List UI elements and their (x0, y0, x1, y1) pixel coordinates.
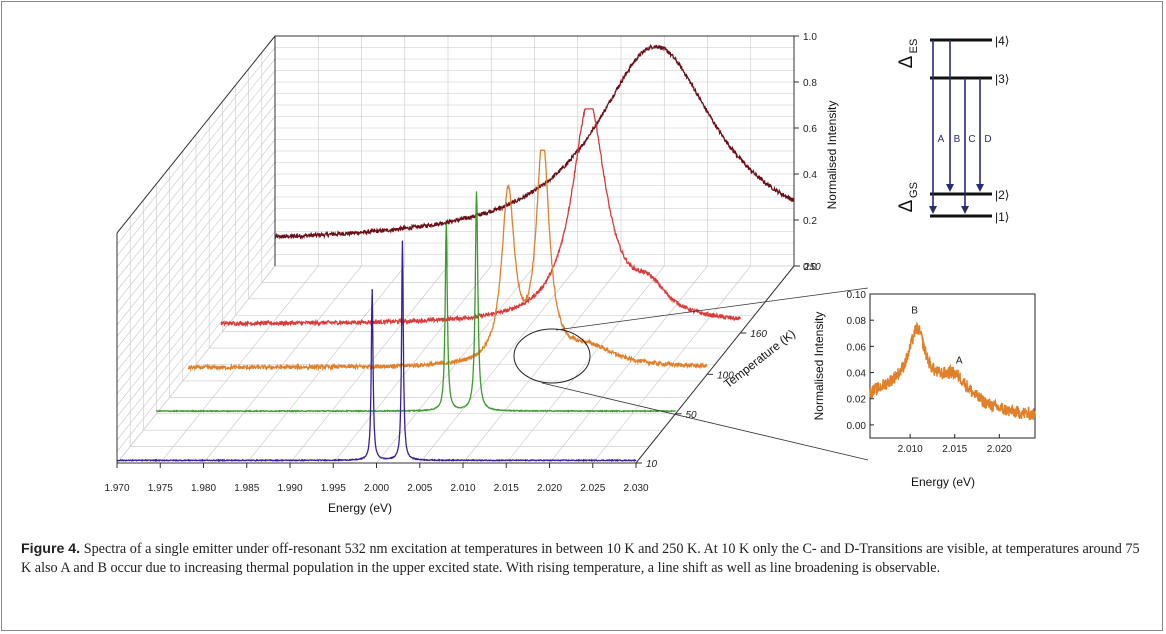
transition-arrowhead-a (929, 206, 937, 214)
x-tick-label: 2.030 (623, 483, 648, 494)
figure-label: Figure 4. (21, 541, 81, 557)
level-3-label: |3⟩ (995, 72, 1009, 86)
inset-y-tick-label: 0.02 (847, 395, 867, 406)
svg-text:ES: ES (908, 39, 920, 54)
z-axis-label: Normalised Intensity (825, 101, 839, 210)
inset-annotation-a: A (956, 355, 963, 366)
x-tick-label: 2.005 (407, 483, 432, 494)
waterfall-grid (116, 35, 795, 464)
inset-chart: 0.00 0.02 0.04 0.06 0.08 0.10 2.010 2.015 2.020 B… (847, 290, 1036, 455)
waterfall-spectra (116, 43, 795, 463)
transition-label-c: C (968, 134, 975, 145)
level-1-label: |1⟩ (995, 210, 1009, 224)
waterfall-axes: 1.970 1.975 1.980 1.985 1.990 1.995 2.000 2.005… (104, 32, 821, 494)
spectrum-series-100k (187, 149, 708, 372)
z-tick-label: 0.2 (803, 216, 817, 227)
inset-x-tick-label: 2.020 (987, 444, 1012, 455)
transition-label-d: D (984, 134, 991, 145)
z-tick-label: 0.0 (803, 262, 817, 273)
temperature-tick-label: 160 (750, 329, 767, 340)
transition-arrowhead-c (961, 206, 969, 214)
inset-y-label: Normalised Intensity (812, 312, 826, 421)
x-axis-label: Energy (eV) (328, 501, 392, 515)
z-tick-label: 1.0 (803, 32, 817, 43)
inset-y-tick-label: 0.08 (847, 316, 867, 327)
x-tick-label: 1.990 (277, 483, 302, 494)
transition-arrowhead-d (976, 184, 984, 192)
axis-line (635, 265, 795, 464)
inset-y-tick-label: 0.04 (847, 369, 867, 380)
z-tick-label: 0.8 (803, 78, 817, 89)
inset-y-tick-label: 0.10 (847, 290, 867, 301)
inset-y-tick-label: 0.00 (847, 421, 867, 432)
x-tick-label: 2.000 (364, 483, 389, 494)
inset-x-tick-label: 2.010 (898, 444, 923, 455)
x-tick-label: 1.980 (191, 483, 216, 494)
spectrum-series-50k (155, 191, 676, 413)
x-tick-label: 2.015 (494, 483, 519, 494)
x-tick-label: 2.010 (450, 483, 475, 494)
x-tick-label: 2.025 (580, 483, 605, 494)
svg-text:GS: GS (908, 182, 920, 198)
spectrum-series-160k (220, 108, 741, 328)
inset-x-label: Energy (eV) (911, 475, 975, 489)
inset-highlight-ellipse (513, 328, 591, 384)
x-tick-label: 2.020 (537, 483, 562, 494)
temperature-tick-label: 100 (717, 370, 734, 381)
spectrum-series-250k (274, 43, 795, 241)
transition-arrowhead-b (946, 184, 954, 192)
splitting-es-label: Δ ES (896, 39, 920, 69)
inset-plot-area (869, 293, 1036, 439)
svg-text:Δ: Δ (896, 199, 917, 212)
z-tick-label: 0.6 (803, 124, 817, 135)
inset-spectrum-line (869, 321, 1036, 421)
x-tick-label: 1.985 (234, 483, 259, 494)
x-tick-label: 1.995 (321, 483, 346, 494)
temperature-tick-label: 50 (686, 410, 698, 421)
inset-x-tick-label: 2.015 (942, 444, 967, 455)
level-4-label: |4⟩ (995, 34, 1009, 48)
axis-line (116, 35, 276, 234)
figure-caption-text: Spectra of a single emitter under off-re… (21, 541, 1140, 576)
transition-label-a: A (938, 134, 945, 145)
transition-label-b: B (954, 134, 961, 145)
splitting-gs-label: Δ GS (896, 182, 920, 212)
inset-connector-top (555, 287, 869, 331)
x-tick-label: 1.970 (104, 483, 129, 494)
figure-caption: Figure 4. Spectra of a single emitter un… (21, 540, 1141, 578)
temperature-tick-label: 10 (646, 459, 658, 470)
inset-annotation-b: B (911, 306, 918, 317)
svg-text:Δ: Δ (896, 55, 917, 68)
spectrum-series-10k (116, 240, 637, 463)
z-tick-label: 0.4 (803, 170, 817, 181)
inset-connector-bottom (541, 382, 869, 461)
temperature-tick-label: 250 (803, 262, 821, 273)
inset-y-tick-label: 0.06 (847, 342, 867, 353)
x-tick-label: 1.975 (148, 483, 173, 494)
level-2-label: |2⟩ (995, 188, 1009, 202)
